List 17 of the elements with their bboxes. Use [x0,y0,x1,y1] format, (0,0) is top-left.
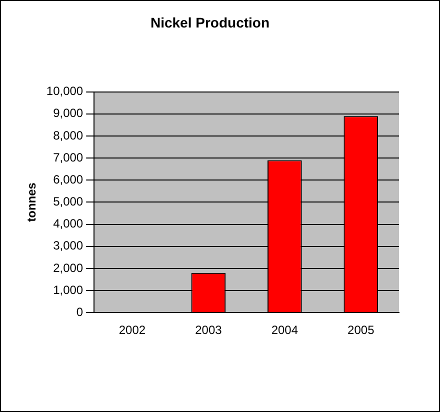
x-tick-label: 2003 [195,323,222,338]
y-tick-label: 5,000 [53,194,84,209]
y-tick-label: 8,000 [53,128,84,142]
y-tick-label: 1,000 [53,282,84,297]
y-tick-label: 2,000 [53,260,84,275]
y-tick-label: 3,000 [53,238,84,253]
chart-title: Nickel Production [150,14,270,30]
y-axis-title: tonnes [24,182,39,222]
y-tick-label: 7,000 [53,150,84,164]
y-tick-label: 0 [76,304,84,319]
y-tick-label: 6,000 [53,172,84,186]
x-tick-label: 2005 [348,323,375,338]
y-tick-label: 10,000 [46,84,84,98]
x-tick-label: 2002 [118,323,146,338]
y-tick-label: 4,000 [53,216,84,231]
y-tick-label: 9,000 [53,106,84,120]
x-tick-label: 2004 [271,323,298,338]
